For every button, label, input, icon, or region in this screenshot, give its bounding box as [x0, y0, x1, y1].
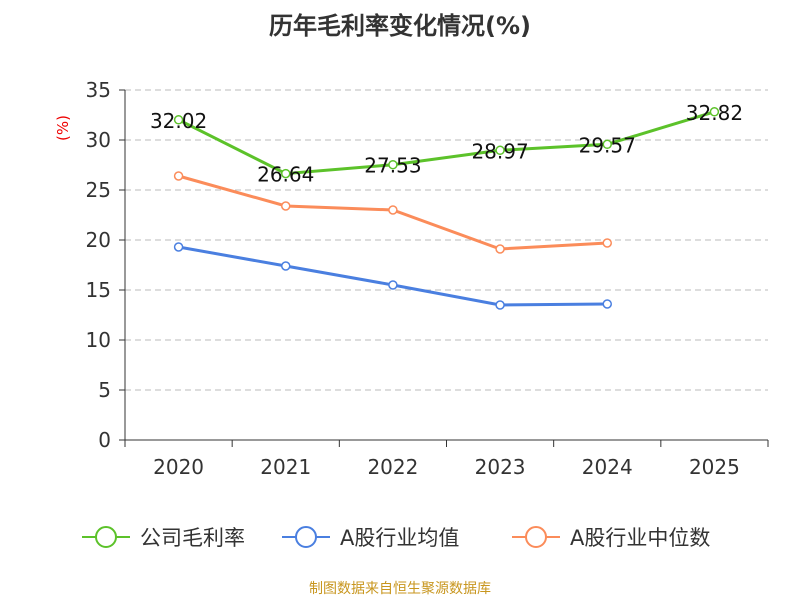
x-tick-label: 2025 [689, 455, 740, 479]
data-point [281, 201, 291, 211]
y-tick-label: 30 [86, 128, 111, 152]
data-point [281, 261, 291, 271]
data-point [709, 107, 720, 117]
data-label: 32.82 [686, 101, 743, 125]
data-point [388, 159, 398, 170]
data-label: 29.57 [579, 133, 636, 157]
legend-marker-icon [95, 526, 117, 548]
y-tick-label: 5 [98, 378, 111, 402]
chart-title: 历年毛利率变化情况(%) [269, 12, 531, 40]
y-tick-label: 35 [86, 78, 111, 102]
data-point [602, 139, 612, 150]
data-point [602, 299, 612, 309]
x-tick-label: 2024 [582, 455, 633, 479]
source-note: 制图数据来自恒生聚源数据库 [309, 581, 491, 597]
series-line [178, 245, 608, 307]
y-tick-label: 15 [86, 278, 111, 302]
y-tick-label: 0 [98, 428, 111, 452]
y-tick-label: 10 [86, 328, 111, 352]
y-tick-label: 25 [86, 178, 111, 202]
data-point [281, 168, 291, 179]
x-tick-label: 2020 [153, 455, 204, 479]
data-label: 26.64 [257, 163, 314, 187]
legend-label: A股行业中位数 [570, 526, 710, 550]
data-point [388, 205, 398, 215]
y-tick-label: 20 [86, 228, 111, 252]
data-label: 32.02 [150, 109, 207, 133]
y-axis-label: (%) [54, 115, 72, 141]
data-point [173, 242, 184, 252]
data-point [495, 300, 505, 310]
legend-label: A股行业均值 [340, 526, 459, 550]
data-point [602, 238, 612, 248]
data-label: 27.53 [364, 154, 421, 178]
data-point [495, 145, 505, 156]
data-point [173, 171, 184, 181]
data-point [173, 115, 184, 125]
x-tick-label: 2022 [367, 455, 418, 479]
data-label: 28.97 [471, 139, 528, 163]
legend-marker-icon [525, 526, 547, 548]
series-line [177, 110, 715, 176]
data-point [495, 244, 505, 254]
legend-label: 公司毛利率 [140, 526, 245, 550]
legend-marker-icon [295, 526, 317, 548]
data-point [388, 280, 398, 290]
x-tick-label: 2023 [475, 455, 526, 479]
x-tick-label: 2021 [260, 455, 311, 479]
